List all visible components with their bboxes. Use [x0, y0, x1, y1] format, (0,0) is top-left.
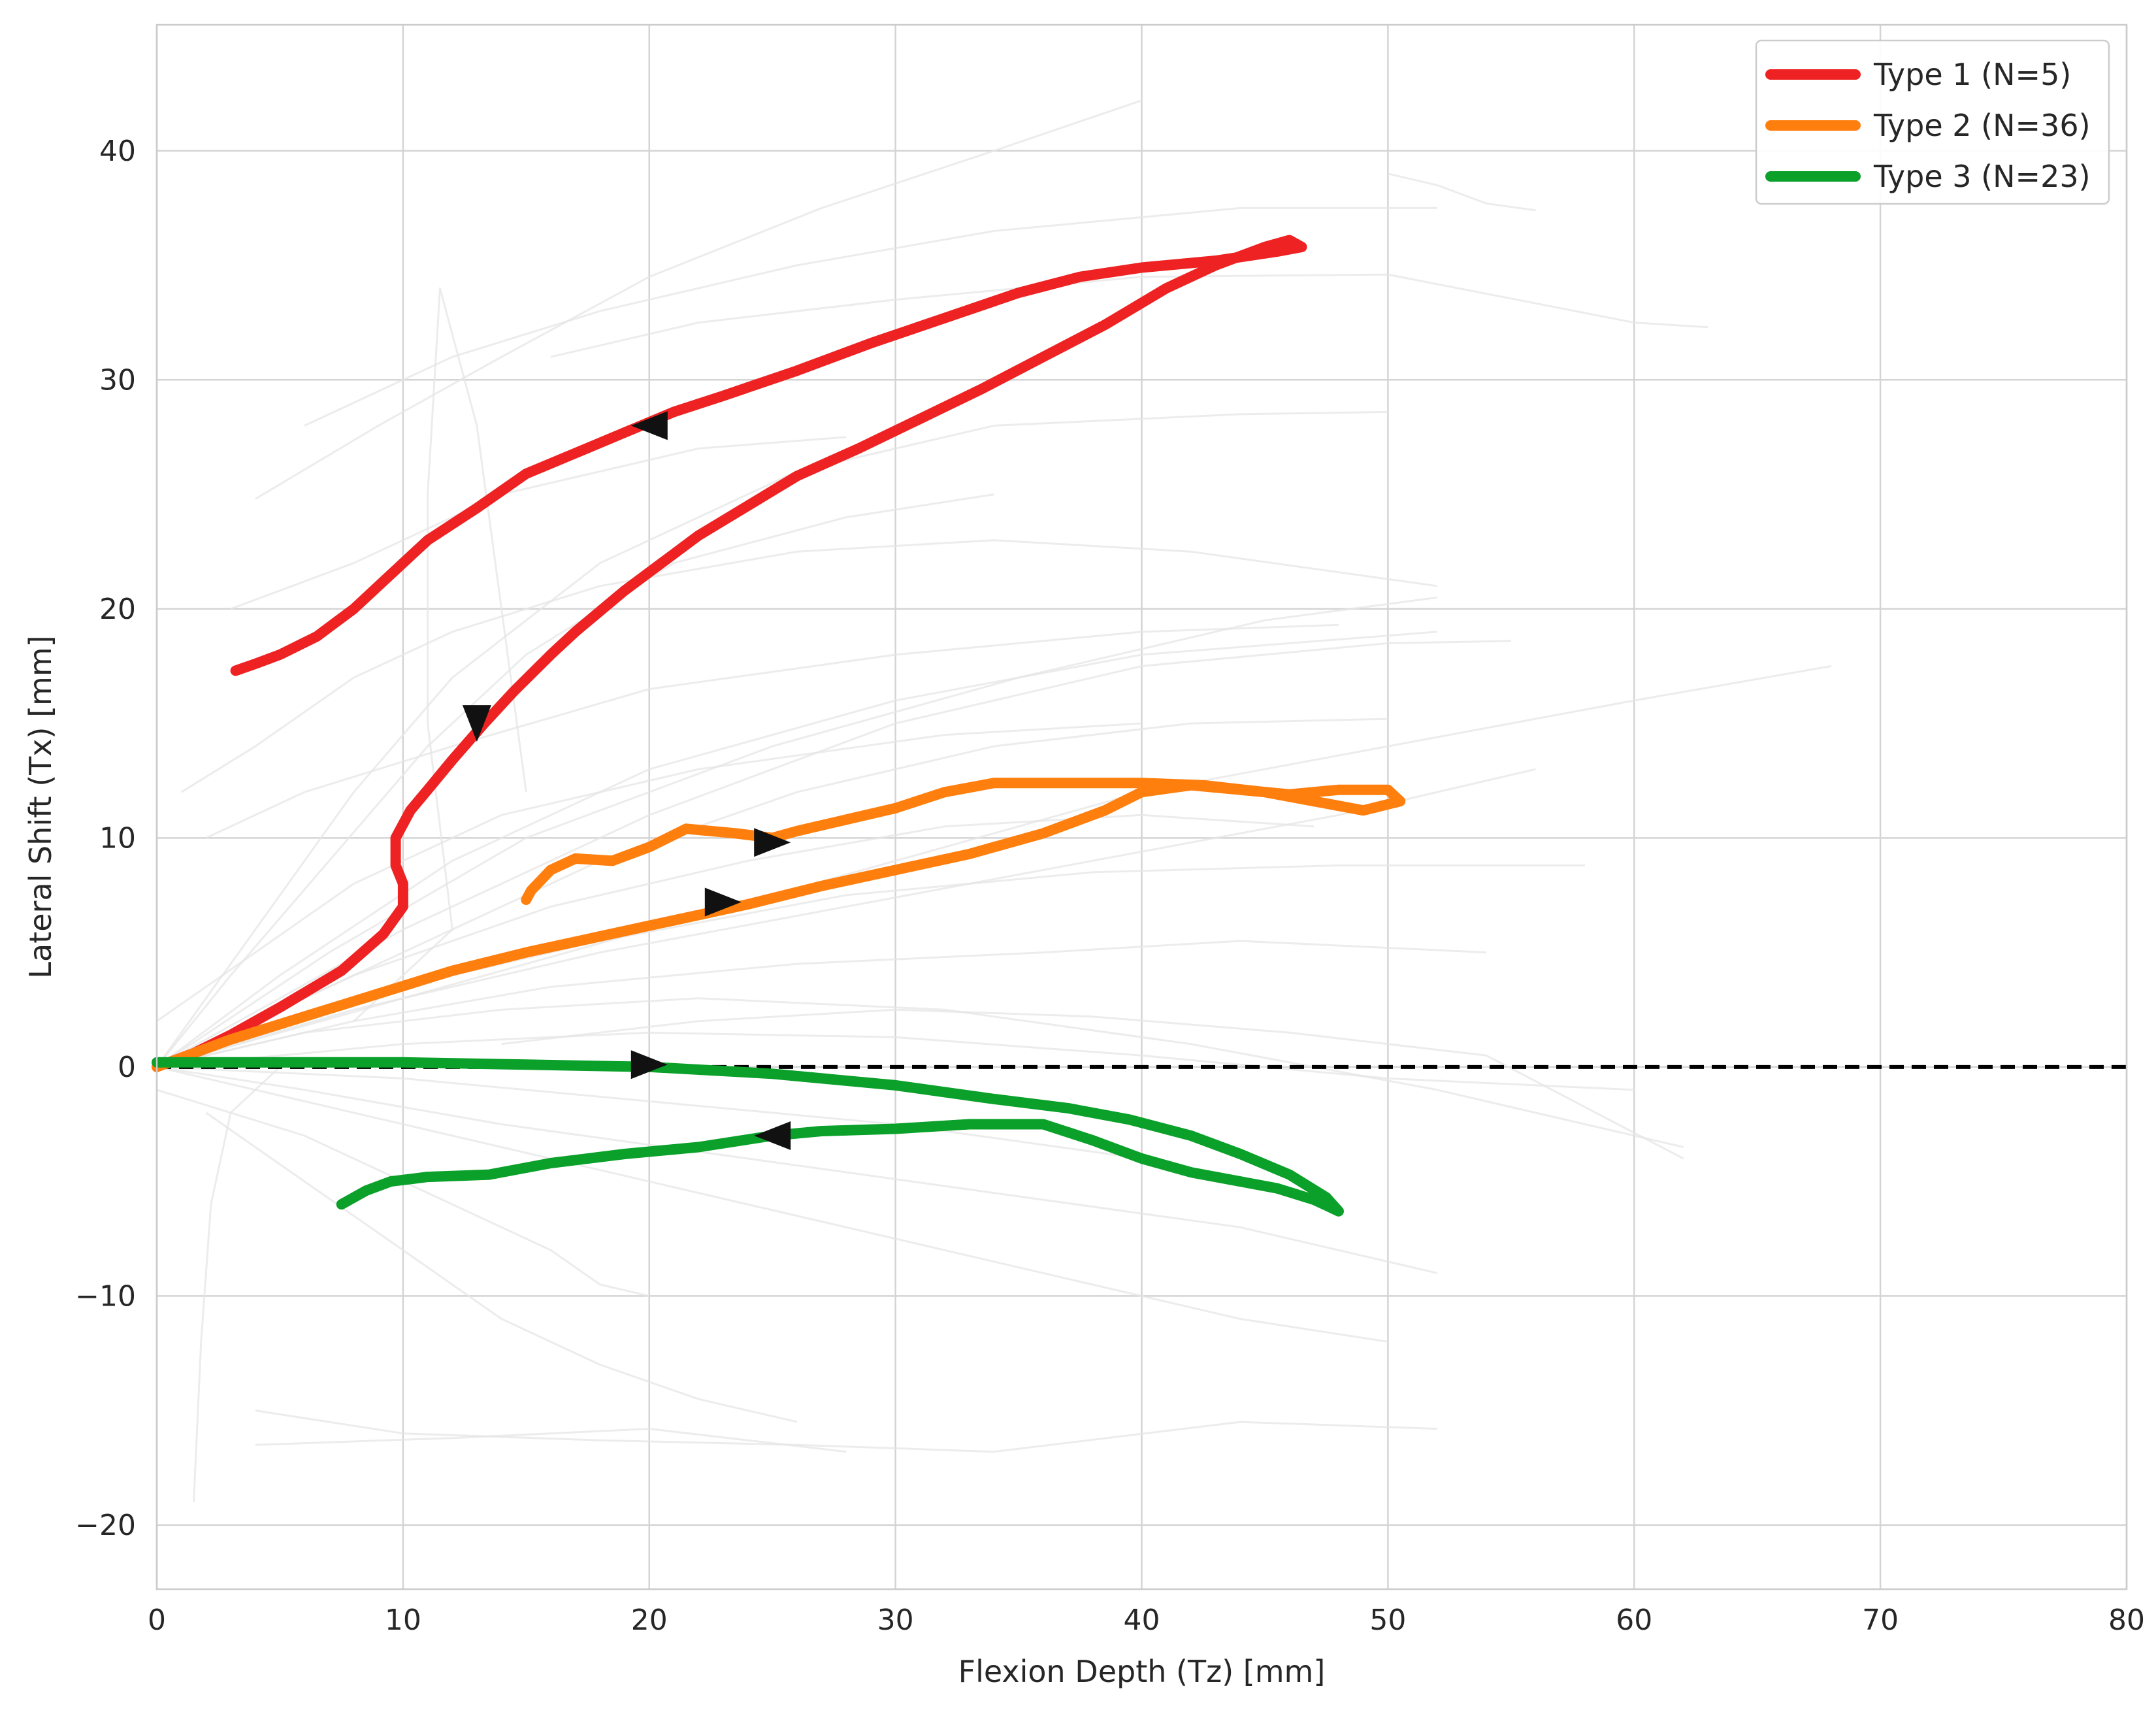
background-trace-21: [353, 287, 527, 1022]
background-trace-19: [156, 997, 1684, 1148]
x-tick-label: 60: [1616, 1604, 1652, 1637]
y-axis-label: Lateral Shift (Tx) [mm]: [23, 635, 58, 978]
arrow-type-3-1: [754, 1121, 791, 1150]
background-trace-22: [180, 539, 1438, 793]
legend-box: [1755, 39, 2110, 205]
direction-arrows: [462, 411, 791, 1150]
y-tick-label: 30: [99, 363, 136, 397]
y-tick-label: 20: [99, 593, 136, 626]
background-trace-14: [255, 99, 1142, 500]
plot-frame: [155, 24, 2128, 1590]
legend-label-type-1: Type 1 (N=5): [1873, 57, 2071, 92]
x-tick-label: 70: [1862, 1604, 1899, 1637]
background-trace-7: [156, 1066, 1388, 1343]
x-tick-label: 40: [1124, 1604, 1160, 1637]
series-line-type-2: [152, 778, 1406, 1072]
arrow-type-1-1: [462, 705, 491, 742]
background-trace-5: [156, 1031, 1635, 1091]
background-trace-3: [156, 596, 1437, 1068]
x-tick-label: 30: [877, 1604, 914, 1637]
background-trace-9: [255, 1409, 1437, 1453]
legend-label-type-3: Type 3 (N=23): [1873, 159, 2091, 194]
background-trace-2: [156, 631, 1437, 1068]
background-trace-12: [155, 410, 1388, 1068]
x-tick-label: 80: [2108, 1604, 2145, 1637]
background-trace-25: [550, 273, 1708, 358]
arrow-type-2-0: [754, 828, 791, 857]
background-trace-30: [501, 1008, 1684, 1160]
background-trace-28: [156, 722, 1142, 1022]
background-trace-11: [255, 1428, 847, 1453]
background-trace-13: [155, 493, 994, 1068]
legend-label-type-2: Type 2 (N=36): [1873, 108, 2091, 143]
tick-labels: 0 10 20 30 40 50 60 70 80 −20 −10 0 10 20 30 40: [75, 135, 2145, 1637]
series-line-type-3: [152, 1057, 1344, 1217]
x-tick-label: 20: [631, 1604, 668, 1637]
background-trace-15: [304, 206, 1437, 427]
background-trace-18: [156, 640, 1511, 1068]
background-trace-26: [1388, 173, 1536, 212]
arrow-type-2-1: [704, 887, 742, 917]
x-axis-label: Flexion Depth (Tz) [mm]: [958, 1654, 1326, 1689]
x-tick-label: 0: [148, 1604, 166, 1637]
background-trace-29: [156, 1089, 650, 1297]
series-line-type-1: [152, 235, 1307, 1072]
legend: Type 1 (N=5) Type 2 (N=36) Type 3 (N=23): [1755, 39, 2110, 205]
legend-entries: Type 1 (N=5) Type 2 (N=36) Type 3 (N=23): [1765, 57, 2091, 194]
background-trace-10: [193, 1066, 281, 1502]
y-tick-label: −20: [75, 1509, 136, 1542]
y-tick-label: −10: [75, 1279, 136, 1313]
x-tick-label: 50: [1369, 1604, 1406, 1637]
y-tick-label: 40: [99, 135, 136, 168]
y-tick-label: 10: [99, 821, 136, 855]
y-tick-label: 0: [118, 1051, 136, 1084]
arrow-type-1-0: [630, 411, 668, 440]
background-trace-16: [156, 665, 1832, 1068]
background-trace-6: [156, 1066, 1438, 1274]
series-lines: [152, 235, 1406, 1217]
background-trace-23: [205, 623, 1339, 839]
arrow-type-3-0: [630, 1050, 668, 1079]
x-tick-label: 10: [385, 1604, 421, 1637]
background-trace-8: [205, 1111, 798, 1423]
background-trace-17: [156, 768, 1536, 1068]
